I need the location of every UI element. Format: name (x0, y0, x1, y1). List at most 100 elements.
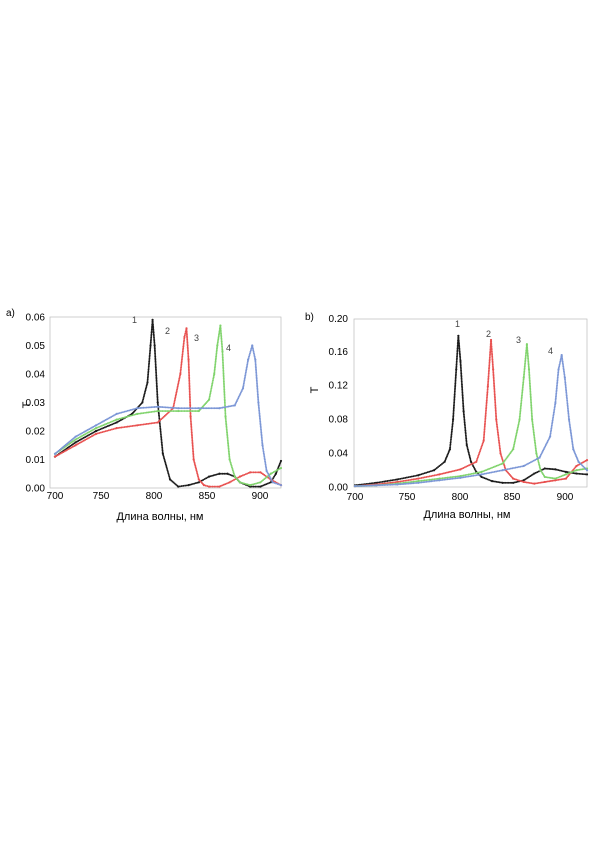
data-point (560, 354, 563, 357)
curve-labels-a: 1 2 3 4 (132, 315, 231, 353)
data-point (177, 407, 180, 410)
data-point (238, 475, 242, 478)
data-point (512, 448, 515, 451)
data-point (177, 485, 180, 488)
data-point (53, 452, 57, 455)
data-point (575, 472, 578, 475)
data-point (238, 481, 242, 484)
data-point (585, 459, 589, 462)
series-1-curve (353, 334, 589, 487)
curve-label-4: 4 (226, 343, 231, 353)
data-point (480, 473, 483, 476)
data-point (136, 407, 139, 410)
series-1-curve (53, 318, 283, 488)
data-point (353, 485, 357, 488)
series-4-curve (353, 354, 589, 488)
y-tick-label: 0.02 (26, 427, 46, 438)
curve-label-2: 2 (165, 326, 170, 336)
curve-label-2: 2 (486, 329, 491, 339)
data-point (459, 474, 462, 478)
y-axis-b: 0.00 0.04 0.08 0.12 0.16 0.20 (329, 314, 349, 494)
series-3-curve (53, 324, 283, 487)
series-2-curve (353, 338, 589, 488)
data-point (261, 444, 264, 447)
data-point (187, 358, 190, 361)
data-point (525, 343, 528, 346)
data-point (451, 418, 455, 421)
data-point (522, 480, 525, 484)
data-point (279, 484, 283, 487)
data-point (179, 372, 182, 376)
data-point (533, 472, 536, 475)
data-point (213, 372, 216, 376)
plot-frame-a (49, 316, 282, 489)
panel-label-b: b) (305, 312, 314, 323)
y-tick-label: 0.05 (26, 341, 46, 352)
plot-frame-b (353, 318, 588, 488)
data-point (168, 478, 172, 481)
data-point (492, 368, 495, 371)
data-point (455, 368, 458, 371)
data-point (567, 418, 571, 421)
data-point (228, 481, 231, 484)
data-point (501, 462, 504, 465)
data-point (94, 432, 98, 435)
data-point (564, 477, 568, 480)
x-axis-label-b: Длина волны, нм (423, 509, 510, 521)
data-point (527, 368, 531, 371)
data-point (74, 444, 77, 447)
data-point (459, 468, 462, 471)
data-point (396, 483, 399, 486)
data-point (74, 435, 77, 438)
data-point (482, 439, 485, 442)
data-point (432, 469, 436, 472)
data-point (233, 404, 236, 407)
data-point (495, 418, 498, 421)
curve-label-1: 1 (132, 315, 137, 325)
data-point (207, 475, 211, 478)
y-tick-label: 0.03 (26, 398, 46, 409)
x-tick-label: 700 (347, 492, 364, 503)
data-point (522, 479, 525, 482)
data-point (499, 452, 502, 455)
data-point (265, 469, 268, 472)
data-point (396, 480, 399, 484)
y-tick-label: 0.04 (329, 449, 349, 460)
data-point (512, 477, 515, 480)
data-point (489, 338, 493, 342)
data-point (512, 481, 515, 484)
curve-label-3: 3 (194, 333, 199, 343)
data-point (218, 407, 221, 410)
data-point (202, 484, 206, 487)
data-point (161, 452, 164, 455)
data-point (417, 474, 420, 477)
data-point (543, 467, 546, 470)
data-point (156, 409, 159, 413)
data-point (153, 344, 156, 347)
y-tick-label: 0.20 (329, 314, 349, 325)
data-point (221, 350, 224, 353)
data-point (156, 401, 159, 404)
data-point (554, 477, 557, 480)
chart-panel-a: a) 0.00 0.01 0.02 0.03 0.04 0.05 0.06 70… (6, 308, 283, 523)
data-point (207, 398, 211, 401)
data-point (448, 448, 452, 451)
data-point (531, 418, 534, 421)
data-point (533, 482, 536, 485)
data-point (469, 460, 473, 463)
y-tick-label: 0.00 (329, 483, 349, 494)
data-point (535, 452, 538, 455)
data-point (197, 478, 200, 481)
data-point (417, 477, 420, 480)
data-point (74, 441, 77, 444)
data-point (251, 344, 254, 347)
x-tick-label: 750 (93, 491, 110, 502)
data-point (572, 448, 575, 451)
x-tick-label: 900 (252, 491, 269, 502)
data-point (480, 475, 483, 479)
data-point (141, 401, 144, 404)
y-tick-label: 0.01 (26, 455, 46, 466)
data-point (459, 359, 462, 363)
data-point (271, 481, 274, 484)
data-point (218, 472, 221, 475)
